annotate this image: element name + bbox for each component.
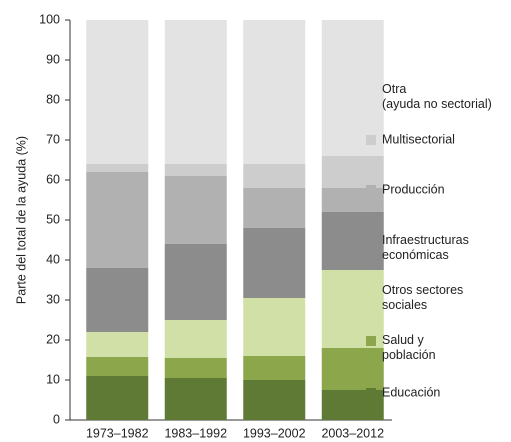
bar-segment [86, 332, 149, 357]
y-tick-label: 90 [46, 52, 60, 66]
y-tick-label: 80 [46, 92, 60, 106]
bar-segment [86, 164, 149, 172]
legend-label: Salud y población [382, 333, 436, 362]
legend-label: Educación [382, 385, 440, 399]
y-tick-label: 10 [46, 372, 60, 386]
legend-swatch [366, 185, 376, 195]
legend-label: Otra (ayuda no sectorial) [382, 82, 492, 111]
y-tick-label: 100 [39, 12, 60, 26]
bar-segment [243, 228, 306, 298]
bar-segment [164, 244, 227, 320]
bar-segment [243, 164, 306, 188]
x-tick-label: 2003–2012 [321, 426, 384, 440]
legend-swatch [366, 135, 376, 145]
bar-segment [243, 20, 306, 164]
bar-segment [321, 348, 384, 390]
y-tick-label: 40 [46, 252, 60, 266]
bar-segment [321, 270, 384, 348]
legend-swatch [366, 85, 376, 95]
legend-swatch [366, 236, 376, 246]
bar-segment [164, 358, 227, 378]
bar-segment [164, 378, 227, 420]
bar-segment [86, 268, 149, 332]
y-tick-label: 50 [46, 212, 60, 226]
bar-segment [164, 20, 227, 164]
bar-segment [86, 172, 149, 268]
bar-segment [243, 380, 306, 420]
x-tick-label: 1983–1992 [164, 426, 227, 440]
bar-segment [86, 376, 149, 420]
bar-segment [243, 298, 306, 356]
bar-segment [86, 356, 149, 376]
y-axis-label: Parte del total de la ayuda (%) [14, 136, 28, 304]
bar-segment [321, 156, 384, 188]
x-tick-label: 1973–1982 [86, 426, 149, 440]
legend-label: Otros sectores sociales [382, 283, 463, 312]
y-tick-label: 0 [53, 412, 60, 426]
bar-segment [86, 20, 149, 164]
x-tick-label: 1993–2002 [243, 426, 306, 440]
legend-swatch [366, 388, 376, 398]
bar-segment [164, 320, 227, 358]
legend-label: Producción [382, 182, 445, 196]
legend-swatch [366, 286, 376, 296]
bar-segment [164, 164, 227, 176]
bar-segment [164, 176, 227, 244]
legend-label: Infraestructuras económicas [382, 233, 469, 262]
y-tick-label: 60 [46, 172, 60, 186]
bar-segment [243, 188, 306, 228]
legend-swatch [366, 336, 376, 346]
y-tick-label: 30 [46, 292, 60, 306]
y-tick-label: 20 [46, 332, 60, 346]
legend-label: Multisectorial [382, 132, 455, 146]
y-tick-label: 70 [46, 132, 60, 146]
bar-segment [243, 356, 306, 380]
